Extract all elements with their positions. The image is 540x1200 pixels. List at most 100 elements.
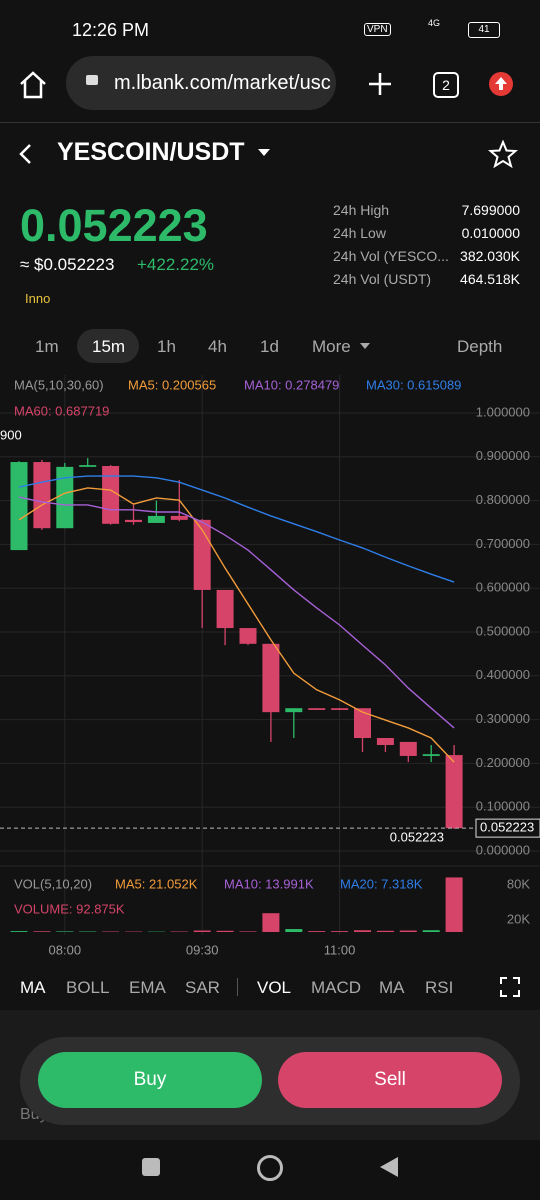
indicator-tab[interactable]: VOL (257, 978, 292, 997)
y-tick-label: 0.000000 (476, 842, 530, 857)
cropped-tick-label: 900 (0, 427, 22, 442)
y-tick-label: 0.700000 (476, 536, 530, 551)
depth-tab[interactable]: Depth (457, 337, 503, 356)
buy-button[interactable]: Buy (38, 1052, 262, 1108)
volume-bar (399, 930, 417, 932)
price-change: +422.22% (137, 255, 215, 274)
volume-bar (239, 931, 257, 932)
more-dropdown[interactable] (360, 342, 370, 350)
vol-legend-title: VOL(5,10,20) (14, 876, 92, 891)
last-price-label: 0.052223 (480, 820, 534, 835)
stat-value: 0.010000 (461, 225, 520, 241)
stat-label: 24h Low (333, 225, 386, 241)
volume-bar (308, 931, 326, 932)
ma-legend: MA10: 0.278479 (244, 377, 339, 392)
indicator-tab[interactable]: MACD (311, 978, 362, 997)
back-button[interactable] (16, 142, 36, 166)
indicator-tab[interactable]: MA (379, 978, 405, 997)
timeframe-tab[interactable]: 1m (35, 337, 59, 356)
vol-tick-label: 80K (507, 876, 530, 891)
pair-dropdown[interactable] (257, 148, 271, 158)
indicator-tab[interactable]: MA (20, 978, 46, 997)
candle-body (422, 754, 440, 756)
tab-count[interactable]: 2 (433, 72, 459, 98)
nav-back[interactable] (378, 1155, 400, 1179)
vol-tick-label: 20K (507, 912, 530, 927)
indicator-tab[interactable]: EMA (129, 978, 166, 997)
menu-icon[interactable] (488, 71, 514, 97)
timeframe-tab[interactable]: 1d (260, 337, 279, 356)
nav-home[interactable] (257, 1155, 283, 1181)
candle-body (147, 515, 165, 523)
home-icon[interactable] (18, 70, 48, 100)
y-tick-label: 0.500000 (476, 623, 530, 638)
y-tick-label: 0.400000 (476, 667, 530, 682)
indicator-tab[interactable]: RSI (425, 978, 454, 997)
candle-body (216, 589, 234, 629)
ma-legend: MA30: 0.615089 (366, 377, 461, 392)
volume-bar (445, 877, 463, 932)
fullscreen-icon[interactable] (499, 976, 521, 998)
new-tab[interactable] (366, 70, 394, 98)
status-time: 12:26 PM (72, 20, 150, 40)
stat-label: 24h High (333, 202, 390, 218)
candle-body (10, 462, 28, 551)
candle-body (354, 708, 371, 738)
y-tick-label: 0.300000 (476, 711, 530, 726)
url-bar[interactable]: m.lbank.com/market/usc (66, 56, 336, 110)
nav-recent[interactable] (142, 1158, 160, 1176)
candle-body (79, 465, 97, 467)
candle-body (262, 643, 280, 713)
indicator-separator (237, 978, 238, 996)
chart: 08:00 09:30 11:00 0.000000 0.100000 0.200000 0… (0, 375, 540, 957)
indicator-tab[interactable]: BOLL (66, 978, 110, 997)
candle-body (399, 741, 417, 756)
sell-button[interactable]: Sell (278, 1052, 502, 1108)
stat-label: 24h Vol (USDT) (333, 271, 432, 287)
stat-value: 7.699000 (461, 202, 520, 218)
stat-value: 382.030K (460, 248, 520, 264)
ma-line (18, 487, 455, 763)
timeframe-tab[interactable]: 15m (92, 337, 126, 356)
timeframe-selected-bg (77, 329, 139, 363)
volume-bar (10, 931, 28, 932)
timeframe-tab[interactable]: More (312, 337, 351, 356)
lock-icon (86, 75, 98, 85)
volume-bar (422, 930, 440, 932)
volume-bar (56, 931, 74, 932)
vol-ma-legend: MA5: 21.052K (115, 876, 198, 891)
stat-label: 24h Vol (YESCO... (333, 248, 449, 264)
ma-legend-title: MA(5,10,30,60) (14, 377, 104, 392)
x-tick-label: 11:00 (324, 942, 356, 957)
volume-bar (331, 931, 349, 932)
candle-body (56, 466, 74, 529)
zone-tag: Inno (25, 291, 51, 306)
candle-body (308, 708, 326, 710)
y-tick-label: 0.900000 (476, 448, 530, 463)
network: 4G (428, 18, 441, 28)
indicator-tab[interactable]: SAR (185, 978, 220, 997)
last-price-tag: 0.052223 (390, 830, 444, 845)
x-tick-label: 09:30 (186, 942, 219, 957)
volume-bar (193, 930, 211, 932)
candle-body (285, 708, 303, 713)
y-tick-label: 0.800000 (476, 492, 530, 507)
y-tick-label: 1.000000 (476, 404, 530, 419)
timeframe-tab[interactable]: 1h (157, 337, 176, 356)
candle-body (445, 755, 463, 829)
timeframe-tab[interactable]: 4h (208, 337, 227, 356)
last-price: 0.052223 (20, 200, 208, 251)
volume-bar (33, 931, 51, 932)
candle-body (239, 628, 257, 644)
y-tick-label: 0.200000 (476, 755, 530, 770)
pair-title[interactable]: YESCOIN/USDT (57, 138, 245, 166)
candle-body (170, 515, 188, 520)
battery: 41 (468, 22, 500, 38)
favorite-star[interactable] (488, 140, 518, 168)
candle-body (331, 708, 349, 710)
usd-price: ≈ $0.052223 (20, 255, 115, 274)
ma-legend: MA60: 0.687719 (14, 403, 109, 418)
vpn-badge: VPN (364, 23, 391, 36)
